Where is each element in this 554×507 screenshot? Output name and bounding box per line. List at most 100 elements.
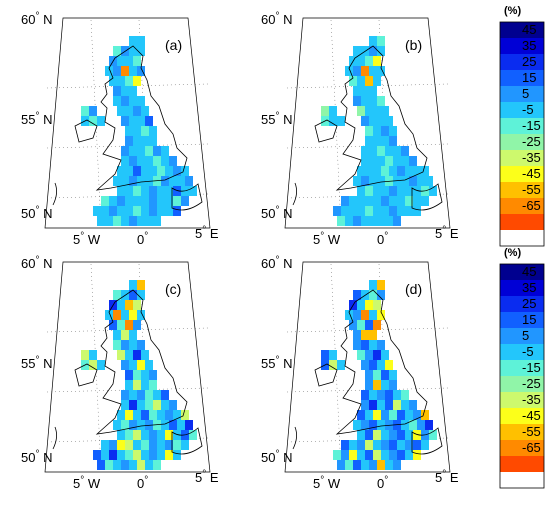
grid-cell <box>149 126 157 136</box>
grid-cell <box>153 400 161 410</box>
grid-cell <box>373 320 381 330</box>
grid-cell <box>365 126 373 136</box>
grid-cell <box>129 400 137 410</box>
grid-cell <box>397 450 405 460</box>
grid-cell <box>337 116 345 126</box>
grid-cell <box>365 380 373 390</box>
colorbar-swatch <box>500 38 544 54</box>
grid-cell <box>369 460 377 470</box>
grid-cell <box>373 106 381 116</box>
grid-cell <box>401 176 409 186</box>
grid-cell <box>137 310 145 320</box>
grid-cell <box>389 450 397 460</box>
grid-cell <box>337 360 345 370</box>
colorbar-swatch <box>500 182 544 198</box>
grid-cell <box>357 166 365 176</box>
lon-label: 5° E <box>435 469 459 485</box>
grid-cell <box>113 340 121 350</box>
colorbar-tick-label: -35 <box>522 150 541 165</box>
grid-cell <box>341 440 349 450</box>
ireland-coast <box>74 363 98 387</box>
grid-cell <box>105 460 113 470</box>
grid-cell <box>149 430 157 440</box>
grid-cell <box>377 360 385 370</box>
grid-cell <box>365 186 373 196</box>
grid-cell <box>381 450 389 460</box>
colorbar-tick-label: -15 <box>522 118 541 133</box>
colorbar-swatch <box>500 360 544 376</box>
lat-label: 60° N <box>21 11 52 27</box>
latitude-labels: 60° N 55° N 50° N <box>261 255 292 465</box>
grid-cell <box>109 196 117 206</box>
grid-cell <box>161 400 169 410</box>
grid-cell <box>393 390 401 400</box>
grid-cell <box>369 86 377 96</box>
grid-cell <box>345 216 353 226</box>
grid-cell <box>381 410 389 420</box>
ireland-south-coast <box>52 182 57 206</box>
grid-cell <box>121 66 129 76</box>
grid-cell <box>357 440 365 450</box>
lat-label: 55° N <box>21 355 52 371</box>
lon-label: 0° <box>137 231 148 247</box>
grid-cell <box>389 370 397 380</box>
grid-cell <box>121 400 129 410</box>
grid-cell <box>353 176 361 186</box>
grid-cell <box>381 136 389 146</box>
grid-cell <box>421 196 429 206</box>
grid-cell <box>117 186 125 196</box>
grid-cell <box>329 106 337 116</box>
grid-cell <box>121 156 129 166</box>
grid-cell <box>125 196 133 206</box>
grid-cell <box>137 390 145 400</box>
grid-cell <box>173 206 181 216</box>
grid-cell <box>101 440 109 450</box>
grid-cell <box>137 340 145 350</box>
colorbars: (%)453525155-5-15-25-35-45-55-65(%)45352… <box>499 5 545 489</box>
colorbar-swatch <box>500 408 544 424</box>
grid-cell <box>129 420 137 430</box>
grid-cell <box>381 350 389 360</box>
grid-cell <box>125 300 133 310</box>
grid-cell <box>181 196 189 206</box>
grid-cell <box>141 126 149 136</box>
grid-cell <box>373 380 381 390</box>
grid-cell <box>353 66 361 76</box>
grid-cell <box>161 420 169 430</box>
grid-cell <box>353 46 361 56</box>
grid-cell <box>373 166 381 176</box>
grid-cell <box>109 76 117 86</box>
grid-cell <box>353 96 361 106</box>
grid-cell <box>357 410 365 420</box>
grid-cell <box>381 380 389 390</box>
grid-cell <box>129 360 137 370</box>
continent-coast <box>411 427 443 455</box>
grid-cell <box>117 440 125 450</box>
grid-cell <box>125 76 133 86</box>
ireland-south-coast <box>52 426 57 450</box>
grid-cell <box>173 450 181 460</box>
colorbar-tick-label: 45 <box>522 22 536 37</box>
grid-cell <box>129 46 137 56</box>
grid-cell <box>361 176 369 186</box>
colorbar-tick-label: -45 <box>522 166 541 181</box>
longitude-labels: 5° W 0° 5° E <box>313 225 459 247</box>
grid-cell <box>381 206 389 216</box>
grid-cell <box>129 280 137 290</box>
grid-cell <box>145 116 153 126</box>
grid-cell <box>409 156 417 166</box>
grid-cell <box>133 206 141 216</box>
grid-cell <box>393 460 401 470</box>
grid-cell <box>113 290 121 300</box>
colorbar-tick-label: -25 <box>522 376 541 391</box>
grid-cell <box>401 156 409 166</box>
grid-cell <box>357 196 365 206</box>
grid-cell <box>157 440 165 450</box>
grid-cell <box>389 166 397 176</box>
map-frame <box>44 17 211 229</box>
colorbar-tick-label: -65 <box>522 440 541 455</box>
grid-cell <box>161 156 169 166</box>
grid-cell <box>389 126 397 136</box>
colorbar-swatch <box>500 86 544 102</box>
grid-cell <box>389 206 397 216</box>
